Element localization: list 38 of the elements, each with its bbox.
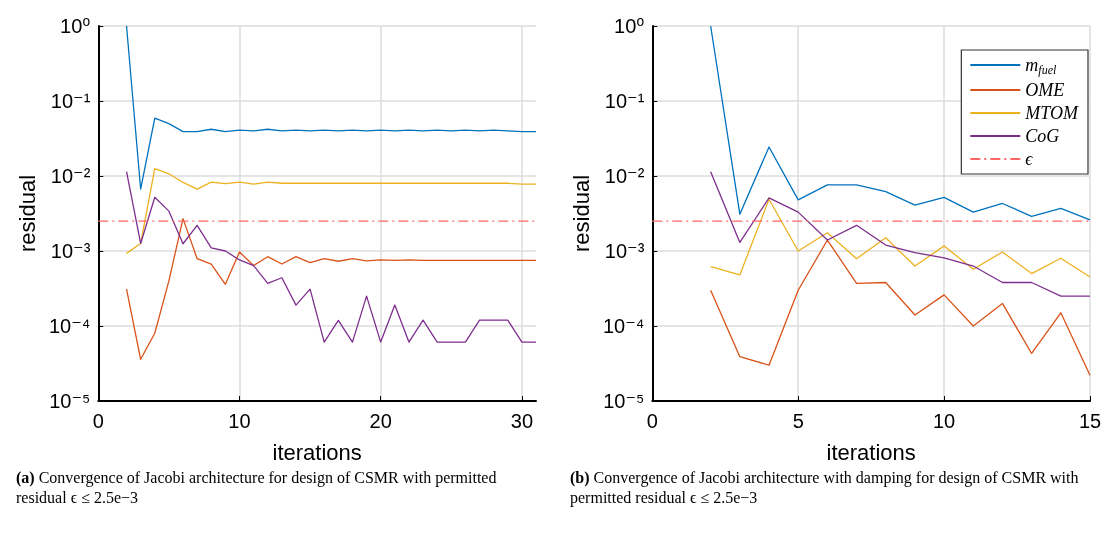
x-tick-label: 0 <box>646 410 658 432</box>
y-tick-label: 10⁻² <box>604 165 645 187</box>
line-series <box>125 25 537 190</box>
y-tick-label: 10⁻⁴ <box>48 315 91 337</box>
y-axis-title: residual <box>14 174 40 253</box>
line-series <box>125 218 537 360</box>
line-series <box>710 25 1091 221</box>
line-series <box>125 171 537 343</box>
y-tick-label: 10⁻¹ <box>50 90 91 112</box>
y-tick-label: 10⁰ <box>60 15 91 37</box>
x-axis-title: iterations <box>826 439 916 465</box>
line-series <box>125 168 537 255</box>
y-tick-label: 10⁻³ <box>604 240 645 262</box>
y-tick-label: 10⁰ <box>614 15 645 37</box>
x-tick-label: 10 <box>932 410 956 432</box>
text: (a) Convergence of Jacobi architecture for design of CSMR with permitted residual ϵ ≤ 2.5e−3 <box>16 469 497 506</box>
y-tick-label: 10⁻³ <box>50 240 91 262</box>
x-tick-label: 30 <box>510 410 534 432</box>
line-series <box>710 198 1091 278</box>
legend-label: MTOM <box>1024 103 1080 123</box>
x-tick-label: 0 <box>92 410 104 432</box>
x-axis-title: iterations <box>272 439 362 465</box>
y-tick-label: 10⁻⁵ <box>603 390 645 412</box>
x-tick-label: 10 <box>228 410 251 432</box>
legend-label: ϵ <box>1025 149 1034 169</box>
text: (b) Convergence of Jacobi architecture with damping for design of CSMR with permitted residual ϵ ≤ 2.5e−3 <box>570 469 1079 506</box>
y-tick-label: 10⁻¹ <box>604 90 645 112</box>
y-axis-title: residual <box>568 174 594 253</box>
y-tick-label: 10⁻² <box>50 165 91 187</box>
y-tick-label: 10⁻⁴ <box>602 315 645 337</box>
line-series <box>710 171 1091 297</box>
x-tick-label: 20 <box>369 410 392 432</box>
legend-label: OME <box>1025 80 1065 100</box>
x-tick-label: 15 <box>1078 410 1102 432</box>
y-tick-label: 10⁻⁵ <box>49 390 91 412</box>
legend-label: CoG <box>1025 126 1060 146</box>
x-tick-label: 5 <box>792 410 804 432</box>
line-series <box>710 239 1091 376</box>
